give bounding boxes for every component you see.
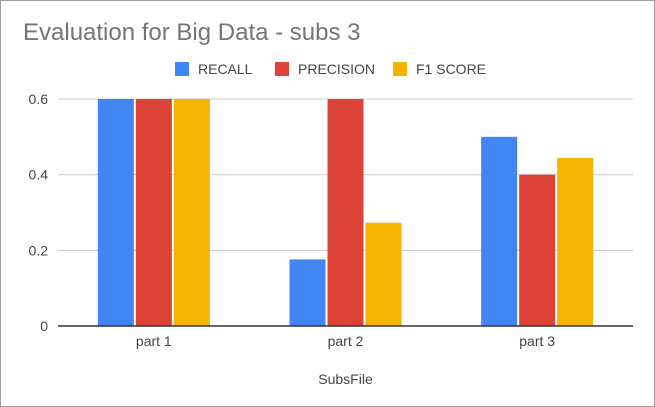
y-tick-label: 0.2 — [29, 242, 49, 258]
legend-label: RECALL — [198, 61, 253, 77]
legend-label: F1 SCORE — [416, 61, 486, 77]
bar-recall — [97, 99, 134, 326]
legend-swatch-recall — [175, 62, 189, 76]
bar-precision — [519, 174, 556, 326]
x-axis-title: SubsFile — [318, 371, 373, 387]
bar-recall — [481, 136, 518, 326]
chart-title: Evaluation for Big Data - subs 3 — [23, 19, 361, 46]
legend-swatch-f1-score — [393, 62, 407, 76]
y-tick-label: 0.4 — [29, 167, 49, 183]
legend-swatch-precision — [275, 62, 289, 76]
bar-precision — [135, 99, 172, 326]
x-tick-label: part 1 — [136, 333, 172, 349]
bar-f1-score — [365, 222, 402, 326]
x-tick-label: part 2 — [328, 333, 364, 349]
bar-recall — [289, 259, 326, 326]
y-tick-label: 0.6 — [29, 91, 49, 107]
y-tick-label: 0 — [40, 318, 48, 334]
x-tick-label: part 3 — [519, 333, 555, 349]
bar-f1-score — [557, 158, 594, 326]
bar-precision — [327, 99, 364, 326]
bar-f1-score — [173, 99, 210, 326]
legend-label: PRECISION — [298, 61, 375, 77]
